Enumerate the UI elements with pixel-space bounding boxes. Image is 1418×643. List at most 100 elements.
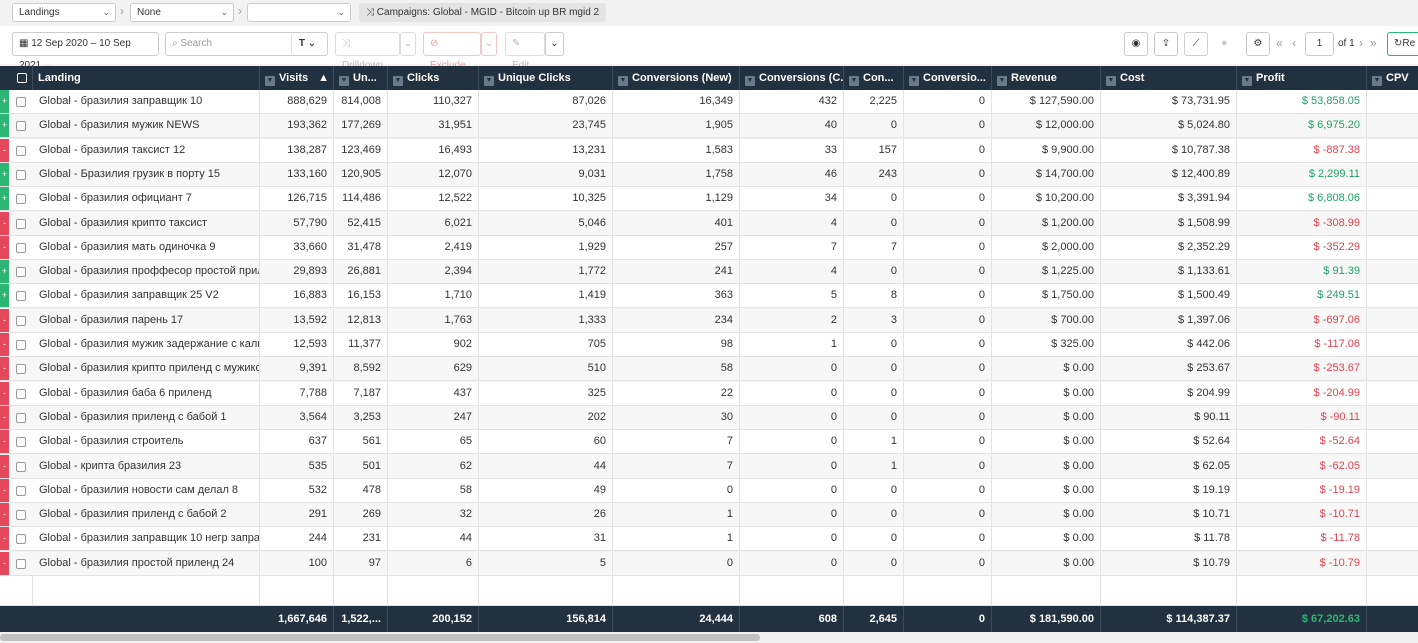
- table-row[interactable]: - Global - бразилия строитель 637 561 65 60 7 0…: [0, 430, 1418, 455]
- filter-icon[interactable]: ▼: [849, 76, 859, 86]
- filter-icon[interactable]: ▼: [1372, 76, 1382, 86]
- filter-icon[interactable]: ▼: [393, 76, 403, 86]
- table-row[interactable]: + Global - бразилия официант 7 126,715 114,…: [0, 187, 1418, 212]
- table-row[interactable]: - Global - бразилия мать одиночка 9 33,660…: [0, 235, 1418, 260]
- chart-button[interactable]: ⟋: [1184, 32, 1208, 56]
- cell-uniq: 120,905: [334, 162, 388, 186]
- col-cost[interactable]: ▼ Cost: [1101, 66, 1237, 90]
- filter-icon[interactable]: ▼: [1242, 76, 1252, 86]
- search-input[interactable]: ⌕ Search T ⌄: [165, 32, 328, 56]
- filter-icon[interactable]: ▼: [997, 76, 1007, 86]
- col-conversio[interactable]: ▼ Conversio...: [904, 66, 992, 90]
- row-checkbox[interactable]: [16, 558, 26, 569]
- filter-icon[interactable]: ▼: [745, 76, 755, 86]
- table-row[interactable]: + Global - бразилия заправщик 10 888,629 81…: [0, 90, 1418, 114]
- campaign-breadcrumb[interactable]: ⤨ Campaigns: Global - MGID - Bitcoin up …: [359, 3, 607, 22]
- filter-icon[interactable]: ▼: [1106, 76, 1116, 86]
- select-all-cell[interactable]: [0, 66, 33, 90]
- filter-icon[interactable]: ▼: [484, 76, 494, 86]
- grouping-select-1[interactable]: Landings ⌄: [12, 3, 116, 22]
- row-checkbox[interactable]: [16, 242, 26, 253]
- row-checkbox[interactable]: [16, 388, 26, 399]
- cell-visits: 535: [260, 454, 334, 478]
- grouping-select-2[interactable]: None ⌄: [130, 3, 234, 22]
- row-checkbox[interactable]: [16, 364, 26, 375]
- row-checkbox[interactable]: [16, 461, 26, 472]
- drilldown-dropdown[interactable]: ⌄: [400, 32, 416, 56]
- col-revenue[interactable]: ▼ Revenue: [992, 66, 1101, 90]
- table-row[interactable]: + Global - бразилия заправщик 25 V2 16,883…: [0, 284, 1418, 309]
- exclude-button[interactable]: ⊘ Exclude: [423, 32, 481, 71]
- col-unique-visits[interactable]: ▼ Un...: [334, 66, 388, 90]
- table-row[interactable]: - Global - бразилия мужик задержание с ка…: [0, 333, 1418, 357]
- col-unique-clicks[interactable]: ▼ Unique Clicks: [479, 66, 613, 90]
- table-row[interactable]: - Global - крипта бразилия 23 535 501 62 44 7 0…: [0, 454, 1418, 479]
- row-checkbox[interactable]: [16, 97, 26, 107]
- table-row[interactable]: - Global - бразилия крипто таксист 57,790 5…: [0, 211, 1418, 236]
- table-row[interactable]: + Global - бразилия проффесор простой при…: [0, 260, 1418, 285]
- next-page-icon[interactable]: ›: [1359, 36, 1363, 50]
- last-page-icon[interactable]: »: [1370, 36, 1377, 50]
- table-row[interactable]: - Global - бразилия простой приленд 24 100…: [0, 551, 1418, 576]
- filter-icon[interactable]: ▼: [909, 76, 919, 86]
- col-conversions-c[interactable]: ▼ Conversions (C...: [740, 66, 844, 90]
- row-checkbox[interactable]: [16, 510, 26, 521]
- cell-conv_new: 98: [613, 333, 740, 356]
- prev-page-icon[interactable]: ‹: [1292, 36, 1296, 50]
- col-conversions-new[interactable]: ▼ Conversions (New): [613, 66, 740, 90]
- table-row[interactable]: + Global - Бразилия грузик в порту 15 133,…: [0, 162, 1418, 187]
- row-checkbox[interactable]: [16, 412, 26, 423]
- select-all-checkbox[interactable]: [17, 73, 27, 83]
- drilldown-button[interactable]: ⤨ Drilldown: [335, 32, 400, 71]
- table-row[interactable]: + Global - бразилия мужик NEWS 193,362 177,…: [0, 114, 1418, 139]
- cell-clicks: 65: [388, 430, 479, 454]
- text-mode-icon[interactable]: T ⌄: [291, 35, 323, 53]
- exclude-dropdown[interactable]: ⌄: [481, 32, 497, 56]
- grouping-select-3[interactable]: ⌄: [247, 3, 351, 22]
- col-clicks[interactable]: ▼ Clicks: [388, 66, 479, 90]
- settings-button[interactable]: ⚙: [1246, 32, 1270, 56]
- filter-icon[interactable]: ▼: [339, 76, 349, 86]
- edit-button[interactable]: ✎ Edit: [505, 32, 545, 71]
- row-checkbox[interactable]: [16, 218, 26, 229]
- edit-dropdown[interactable]: ⌄: [545, 32, 564, 56]
- row-checkbox[interactable]: [16, 267, 26, 278]
- row-checkbox[interactable]: [16, 169, 26, 180]
- export-button[interactable]: ⇪: [1154, 32, 1178, 56]
- table-row[interactable]: - Global - бразилия новости сам делал 8 53…: [0, 478, 1418, 503]
- row-checkbox[interactable]: [16, 437, 26, 448]
- filter-icon[interactable]: ▼: [618, 76, 628, 86]
- filter-icon[interactable]: ▼: [265, 76, 275, 86]
- date-range-picker[interactable]: ▦ 12 Sep 2020 – 10 Sep 2021 ⌄: [12, 32, 159, 71]
- first-page-icon[interactable]: «: [1276, 36, 1283, 50]
- scrollbar-thumb[interactable]: [0, 634, 760, 641]
- col-cpv[interactable]: ▼ CPV: [1367, 66, 1418, 90]
- table-row[interactable]: - Global - бразилия баба 6 приленд 7,788 7,…: [0, 381, 1418, 406]
- table-row[interactable]: - Global - бразилия приленд с бабой 2 291 2…: [0, 503, 1418, 528]
- cell-cost: $ 253.67: [1101, 357, 1237, 381]
- cell-profit: $ 6,808.06: [1237, 187, 1367, 211]
- table-row[interactable]: - Global - бразилия таксист 12 138,287 123,…: [0, 138, 1418, 163]
- row-checkbox[interactable]: [16, 145, 26, 156]
- col-profit[interactable]: ▼ Profit: [1237, 66, 1367, 90]
- col-con[interactable]: ▼ Con...: [844, 66, 904, 90]
- table-row[interactable]: - Global - бразилия парень 17 13,592 12,813…: [0, 308, 1418, 333]
- col-visits[interactable]: ▼ Visits ▲: [260, 66, 334, 90]
- horizontal-scrollbar[interactable]: [0, 632, 1418, 643]
- table-row[interactable]: - Global - бразилия заправщик 10 негр зап…: [0, 527, 1418, 552]
- refresh-button[interactable]: ↻Re: [1387, 32, 1418, 56]
- comment-icon[interactable]: ●: [1221, 37, 1228, 49]
- row-checkbox[interactable]: [16, 194, 26, 205]
- view-button[interactable]: ◉: [1124, 32, 1148, 56]
- empty-cell: [0, 576, 33, 605]
- row-checkbox[interactable]: [16, 121, 26, 132]
- row-checkbox[interactable]: [16, 315, 26, 326]
- row-checkbox[interactable]: [16, 291, 26, 302]
- page-input[interactable]: 1: [1305, 32, 1334, 56]
- table-row[interactable]: - Global - бразилия крипто приленд с мужи…: [0, 357, 1418, 382]
- row-checkbox[interactable]: [16, 534, 26, 545]
- row-checkbox[interactable]: [16, 340, 26, 350]
- row-checkbox[interactable]: [16, 485, 26, 496]
- col-landing[interactable]: Landing: [33, 66, 260, 90]
- table-row[interactable]: - Global - бразилия приленд с бабой 1 3,56…: [0, 405, 1418, 430]
